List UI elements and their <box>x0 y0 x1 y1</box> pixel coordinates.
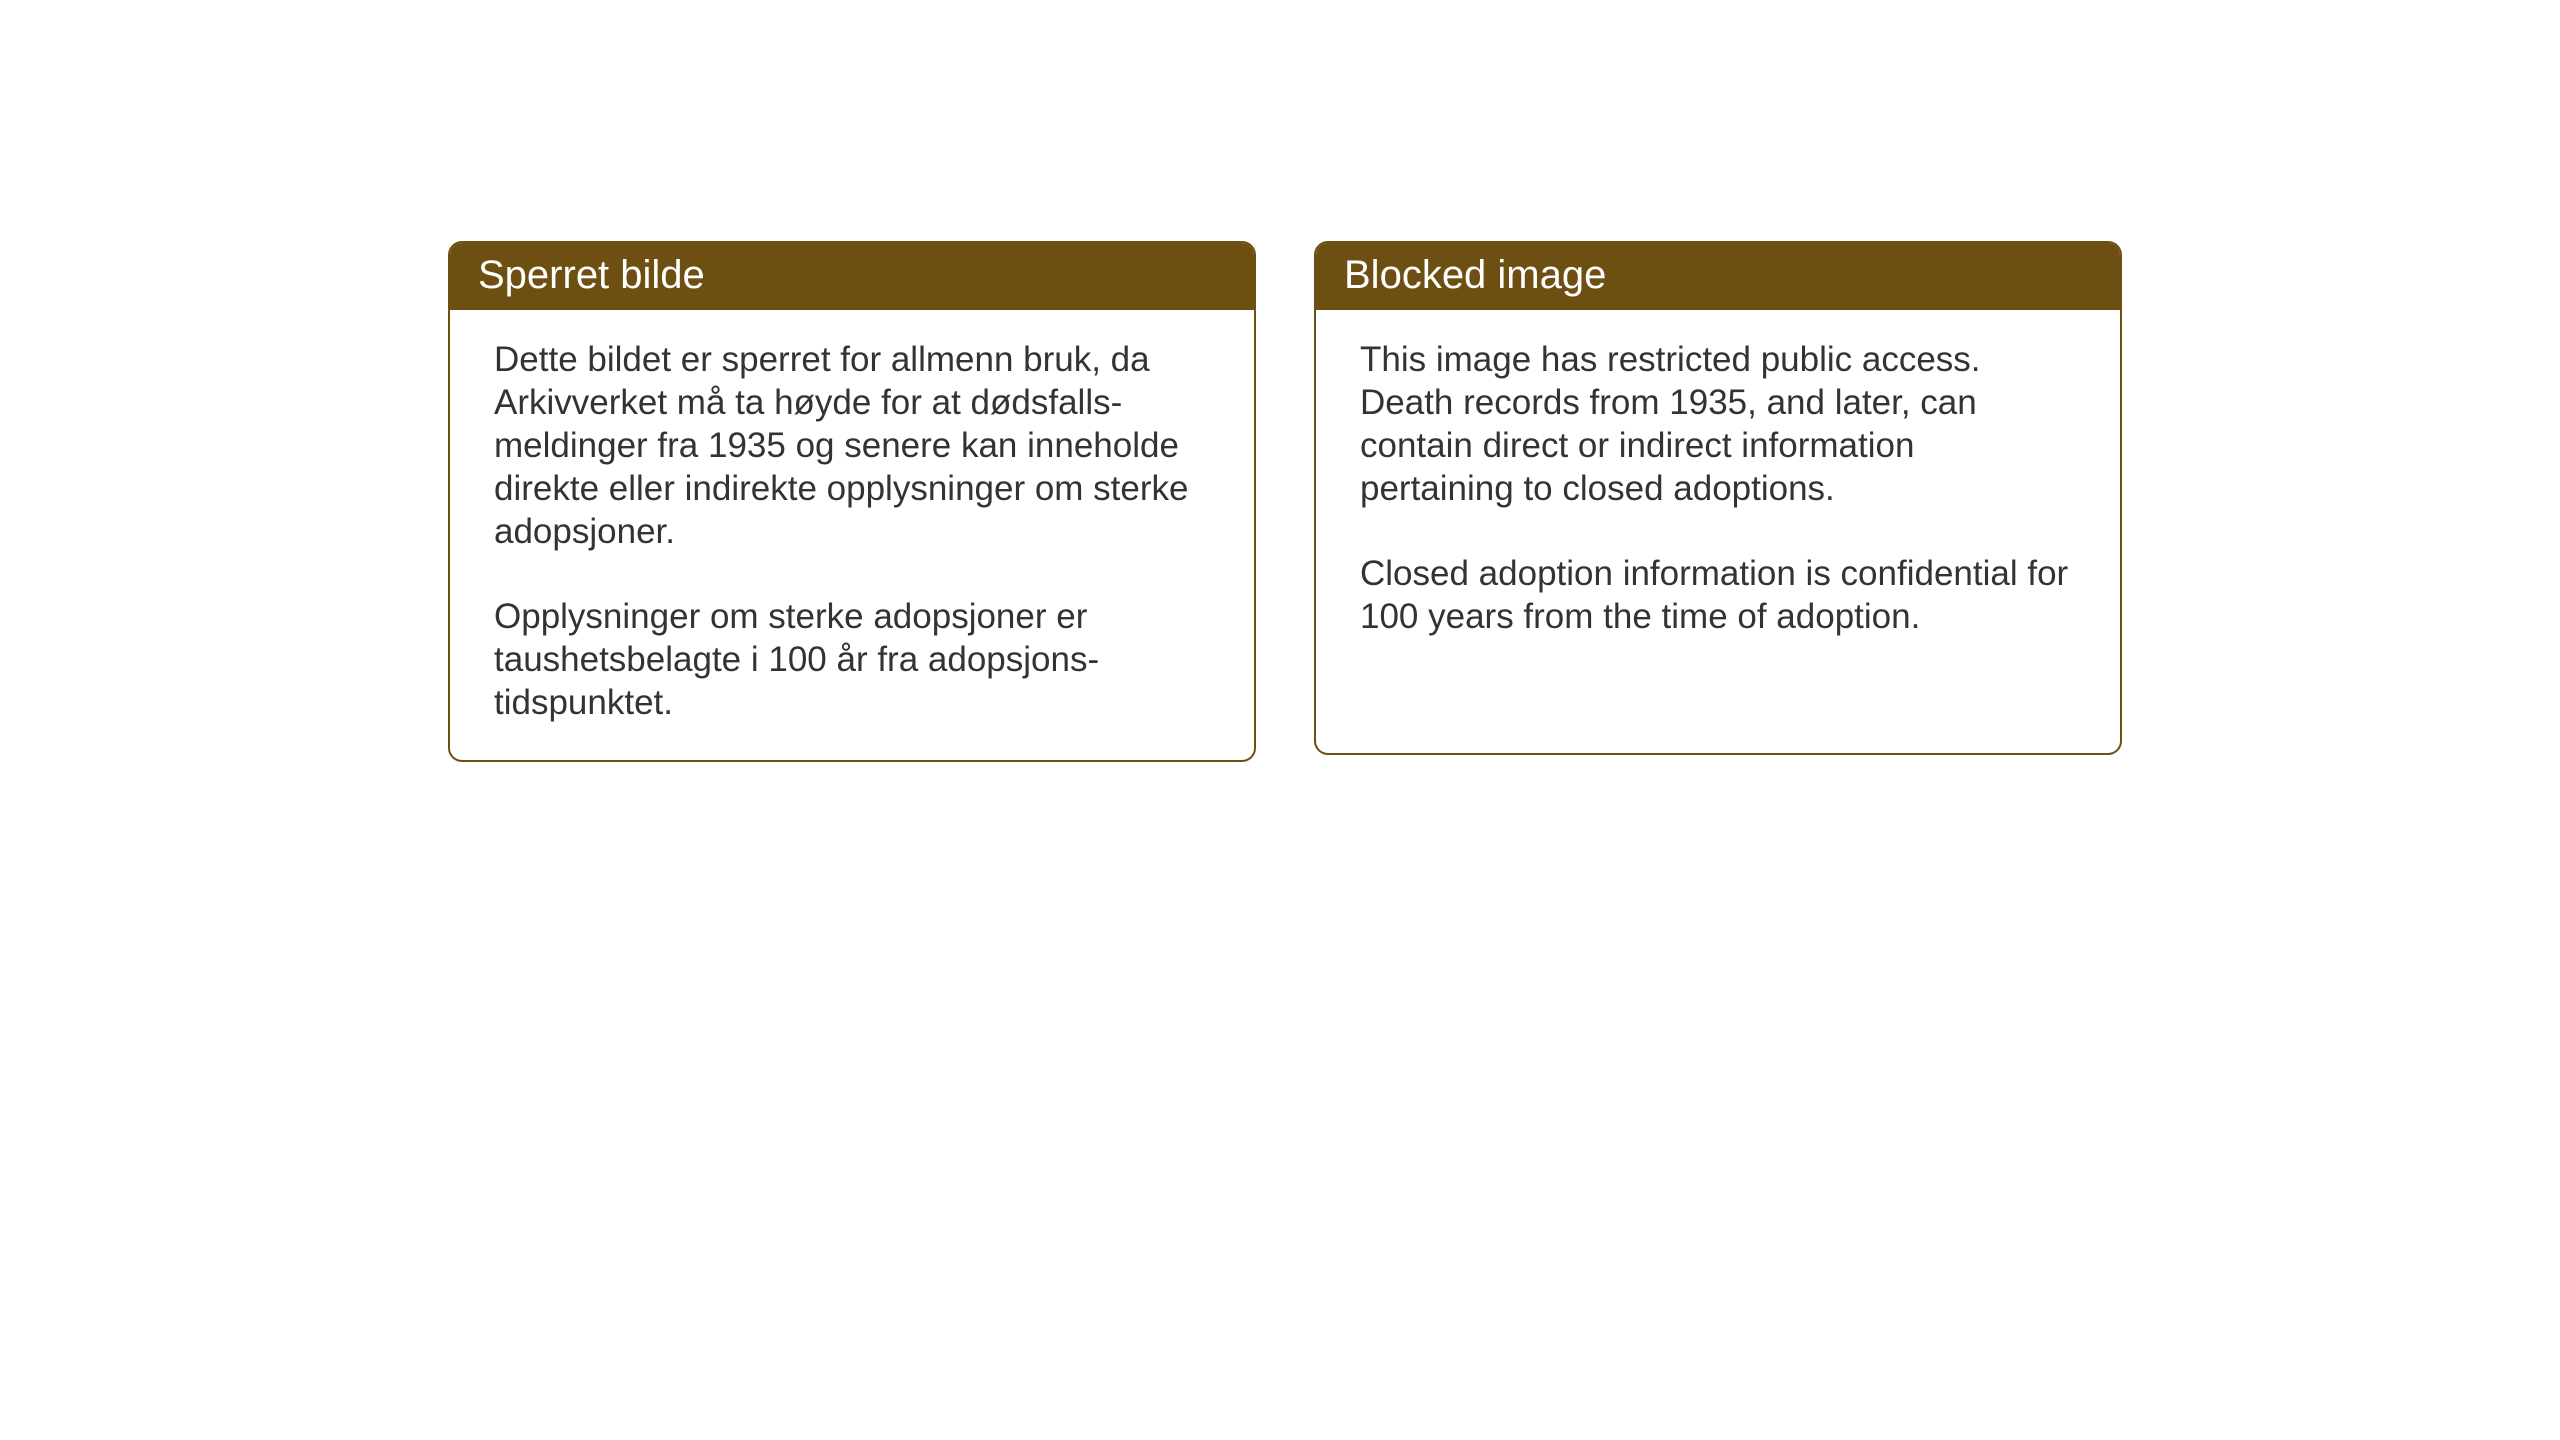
english-notice-card: Blocked image This image has restricted … <box>1314 241 2122 755</box>
norwegian-notice-card: Sperret bilde Dette bildet er sperret fo… <box>448 241 1256 762</box>
norwegian-paragraph-2: Opplysninger om sterke adopsjoner er tau… <box>494 595 1210 724</box>
norwegian-paragraph-1: Dette bildet er sperret for allmenn bruk… <box>494 338 1210 553</box>
english-paragraph-1: This image has restricted public access.… <box>1360 338 2076 510</box>
english-card-title: Blocked image <box>1316 243 2120 310</box>
norwegian-card-body: Dette bildet er sperret for allmenn bruk… <box>450 310 1254 760</box>
english-paragraph-2: Closed adoption information is confident… <box>1360 552 2076 638</box>
english-card-body: This image has restricted public access.… <box>1316 310 2120 674</box>
notice-container: Sperret bilde Dette bildet er sperret fo… <box>448 241 2122 762</box>
norwegian-card-title: Sperret bilde <box>450 243 1254 310</box>
